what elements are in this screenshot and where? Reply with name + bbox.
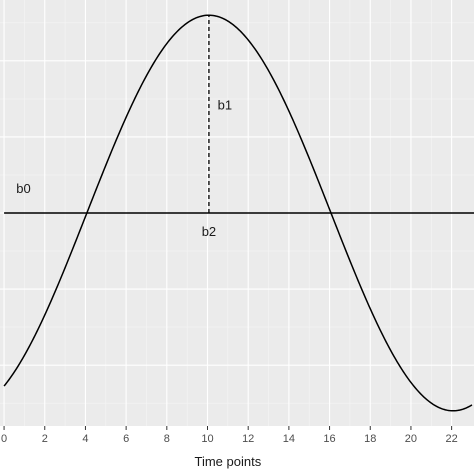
x-tick-label: 4 — [82, 433, 88, 445]
x-tick-label: 6 — [123, 433, 129, 445]
x-axis: 0 2 4 6 8 10 12 14 16 18 20 22 — [1, 426, 458, 445]
x-axis-title: Time points — [194, 454, 261, 469]
x-tick-label: 18 — [364, 433, 376, 445]
annotations: b0 b1 b2 — [16, 98, 232, 239]
annotation-b0: b0 — [16, 181, 30, 196]
x-tick-label: 20 — [405, 433, 417, 445]
x-tick-label: 8 — [164, 433, 170, 445]
x-tick-label: 2 — [42, 433, 48, 445]
x-tick-label: 0 — [1, 433, 7, 445]
x-tick-label: 22 — [445, 433, 457, 445]
annotation-b2: b2 — [202, 224, 216, 239]
x-tick-label: 12 — [242, 433, 254, 445]
x-tick-label: 14 — [283, 433, 295, 445]
x-tick-label: 10 — [201, 433, 213, 445]
x-tick-label: 16 — [323, 433, 335, 445]
annotation-b1: b1 — [218, 98, 232, 113]
series-line — [3, 14, 473, 412]
